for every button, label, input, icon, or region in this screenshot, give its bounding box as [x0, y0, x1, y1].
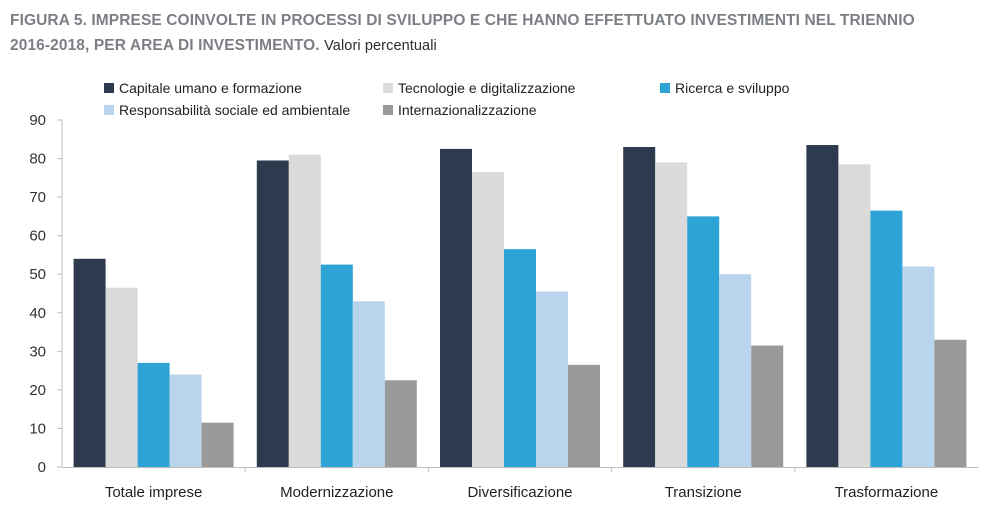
bar	[201, 422, 234, 467]
legend-label: Capitale umano e formazione	[119, 80, 302, 96]
bar	[137, 362, 170, 467]
x-tick-label: Diversificazione	[467, 484, 572, 501]
title-line-2-text: 2016-2018, PER AREA DI INVESTIMENTO.	[10, 37, 320, 54]
legend-swatch	[104, 105, 114, 115]
y-tick-label: 20	[29, 382, 46, 399]
bar	[384, 380, 417, 467]
bar	[105, 287, 138, 467]
bar	[472, 172, 504, 468]
bar	[719, 274, 752, 467]
bar	[934, 339, 967, 467]
legend-label: Internazionalizzazione	[398, 102, 537, 118]
bar	[256, 160, 289, 467]
bar	[806, 145, 839, 468]
legend-swatch	[383, 83, 393, 93]
bar	[536, 291, 568, 467]
bar	[440, 148, 472, 467]
bar	[870, 210, 903, 467]
legend-label: Ricerca e sviluppo	[675, 80, 790, 96]
legend-swatch	[383, 105, 393, 115]
title-line-1: FIGURA 5. IMPRESE COINVOLTE IN PROCESSI …	[10, 12, 915, 29]
x-tick-label: Totale imprese	[105, 484, 203, 501]
bar	[655, 162, 688, 467]
bar	[687, 216, 720, 467]
y-tick-label: 40	[29, 305, 46, 322]
chart-subtitle: Valori percentuali	[324, 38, 437, 54]
legend-label: Tecnologie e digitalizzazione	[398, 80, 576, 96]
y-tick-label: 80	[29, 151, 46, 168]
bar	[751, 345, 784, 467]
bar	[352, 301, 385, 467]
y-tick-label: 70	[29, 189, 46, 206]
bar	[288, 154, 321, 467]
title-line-2: 2016-2018, PER AREA DI INVESTIMENTO. Val…	[10, 33, 1000, 59]
legend-swatch	[104, 83, 114, 93]
x-tick-label: Trasformazione	[835, 484, 939, 501]
y-tick-label: 0	[38, 459, 46, 476]
y-tick-label: 10	[29, 420, 46, 437]
bar	[902, 266, 935, 467]
bar	[568, 364, 600, 467]
bar	[73, 258, 106, 467]
x-tick-label: Transizione	[665, 484, 742, 501]
y-tick-label: 50	[29, 266, 46, 283]
bar	[504, 249, 536, 467]
bar	[169, 374, 202, 467]
legend-label: Responsabilità sociale ed ambientale	[119, 102, 350, 118]
bar	[838, 164, 871, 468]
x-tick-label: Modernizzazione	[280, 484, 393, 501]
bar	[320, 264, 353, 467]
legend-swatch	[660, 83, 670, 93]
y-tick-label: 60	[29, 228, 46, 245]
chart-title: FIGURA 5. IMPRESE COINVOLTE IN PROCESSI …	[10, 8, 1000, 59]
y-tick-label: 30	[29, 343, 46, 360]
y-tick-label: 90	[29, 112, 46, 129]
bar	[623, 146, 656, 467]
